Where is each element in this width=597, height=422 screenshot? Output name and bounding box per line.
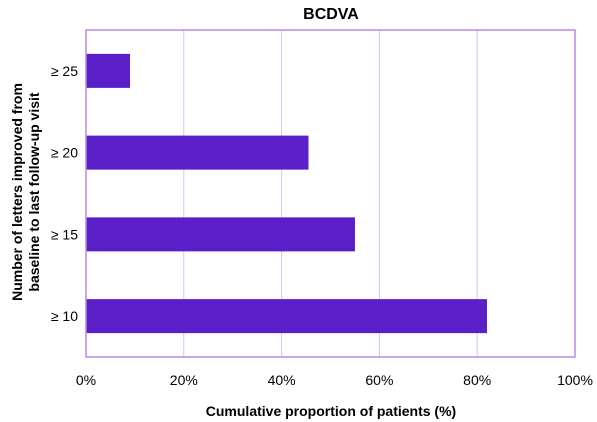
y-tick-label: ≥ 15 [51,226,78,242]
bar [86,299,487,334]
x-tick-labels: 0% 20% 40% 60% 80% 100% [76,372,593,388]
y-tick-label: ≥ 25 [51,63,78,79]
bar [86,135,309,170]
y-tick-label: ≥ 20 [51,145,78,161]
x-axis-title: Cumulative proportion of patients (%) [206,403,456,419]
chart-title: BCDVA [303,6,359,23]
y-axis-title: Number of letters improved from baseline… [9,83,42,301]
bars [86,53,487,334]
x-tick-label: 40% [268,372,296,388]
x-tick-label: 60% [365,372,393,388]
y-tick-labels: ≥ 25 ≥ 20 ≥ 15 ≥ 10 [51,63,78,324]
x-tick-label: 20% [170,372,198,388]
x-tick-label: 0% [76,372,96,388]
plot-frame [85,29,576,358]
x-tick-label: 80% [463,372,491,388]
bar [86,217,355,252]
y-tick-label: ≥ 10 [51,308,78,324]
y-axis-title-line-2: baseline to last follow-up visit [26,92,42,291]
bar [86,53,131,88]
x-tick-label: 100% [557,372,593,388]
y-axis-title-line-1: Number of letters improved from [9,83,25,301]
